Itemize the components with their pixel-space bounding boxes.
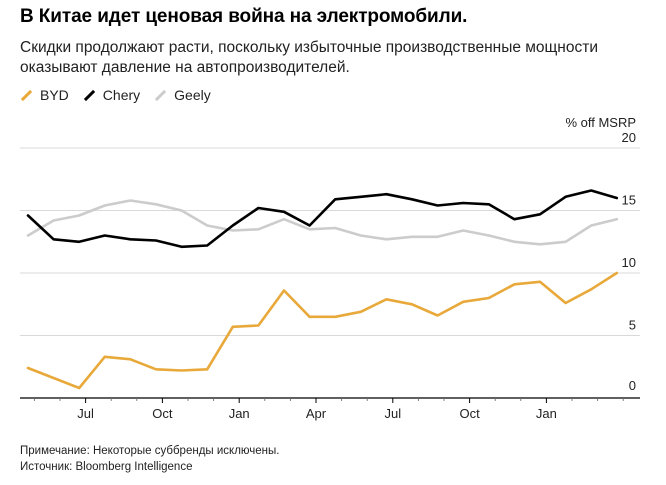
x-tick-label-4: Jul: [384, 406, 401, 421]
x-tick-label-2: Jan: [229, 406, 250, 421]
series-line-geely: [26, 199, 619, 246]
legend-label-chery: Chery: [102, 87, 141, 103]
series-line-byd: [26, 271, 619, 390]
y-tick-label-20: 20: [622, 130, 636, 145]
x-tick-label-3: Apr: [306, 406, 327, 421]
note-text: Примечание: Некоторые суббренды исключен…: [20, 445, 280, 457]
chart-subtitle: Скидки продолжают расти, поскольку избыт…: [20, 39, 598, 76]
x-tick-label-6: Jan: [536, 406, 557, 421]
y-axis-unit-label: % off MSRP: [565, 115, 636, 130]
y-tick-label-0: 0: [629, 378, 636, 393]
legend-item-chery: Chery: [83, 87, 140, 103]
x-tick-label-0: Jul: [77, 406, 94, 421]
legend-label-geely: Geely: [174, 87, 211, 103]
legend-label-byd: BYD: [40, 87, 69, 103]
source-text: Источник: Bloomberg Intelligence: [20, 461, 193, 473]
legend-item-byd: BYD: [20, 87, 69, 103]
series-line-chery: [26, 189, 619, 249]
x-tick-label-1: Oct: [152, 406, 173, 421]
x-tick-label-5: Oct: [459, 406, 480, 421]
legend: BYD Chery Geely: [20, 87, 211, 103]
y-tick-label-15: 15: [622, 193, 636, 208]
footnote: Примечание: Некоторые суббренды исключен…: [20, 443, 279, 475]
y-tick-label-10: 10: [622, 255, 636, 270]
chart-title: В Китае идет ценовая война на электромоб…: [20, 6, 468, 27]
legend-item-geely: Geely: [154, 87, 211, 103]
y-tick-label-5: 5: [629, 318, 636, 333]
